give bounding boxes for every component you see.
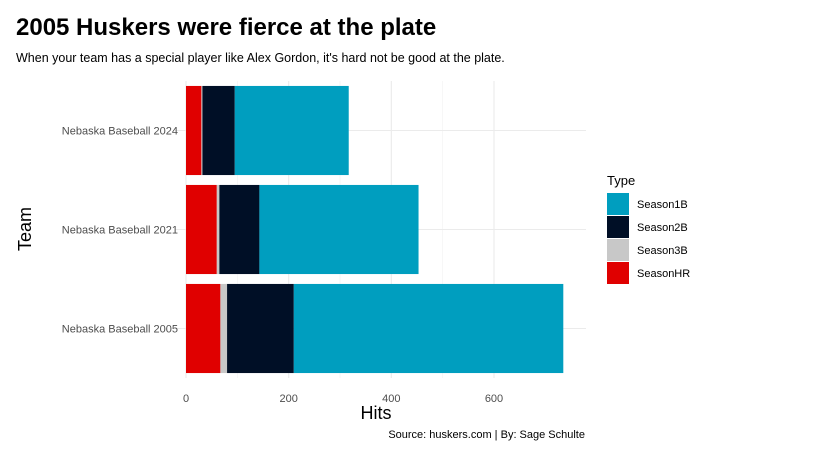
bar-season1b-nebaska-baseball-2021	[259, 184, 419, 275]
bar-season2b-nebaska-baseball-2024	[202, 85, 235, 176]
legend-label-seasonhr: SeasonHR	[637, 268, 690, 280]
bar-season3b-nebaska-baseball-2005	[220, 283, 228, 374]
y-tick-label: Nebaska Baseball 2005	[62, 324, 178, 336]
x-tick-label: 0	[183, 393, 189, 405]
y-axis-title: Team	[15, 207, 35, 251]
chart-title: 2005 Huskers were fierce at the plate	[16, 14, 437, 41]
bar-season2b-nebaska-baseball-2021	[219, 184, 260, 275]
bar-seasonhr-nebaska-baseball-2021	[186, 184, 217, 275]
bar-season1b-nebaska-baseball-2005	[293, 283, 564, 374]
bar-seasonhr-nebaska-baseball-2024	[186, 85, 202, 176]
legend-label-season2b: Season2B	[637, 222, 688, 234]
x-tick-label: 200	[279, 393, 297, 405]
legend-swatch-seasonhr	[607, 262, 629, 284]
legend-swatch-season3b	[607, 239, 629, 261]
x-tick-labels: 0 200 400 600	[183, 393, 503, 405]
bar-season3b-nebaska-baseball-2024	[201, 85, 203, 176]
chart-subtitle: When your team has a special player like…	[16, 51, 505, 65]
legend-label-season3b: Season3B	[637, 245, 688, 257]
y-tick-label: Nebaska Baseball 2024	[62, 126, 178, 138]
legend-label-season1b: Season1B	[637, 199, 688, 211]
bar-seasonhr-nebaska-baseball-2005	[186, 283, 221, 374]
bars	[186, 85, 564, 374]
legend-swatch-season1b	[607, 193, 629, 215]
x-axis-title: Hits	[361, 403, 392, 423]
bar-season1b-nebaska-baseball-2024	[234, 85, 349, 176]
legend-swatch-season2b	[607, 216, 629, 238]
bar-season2b-nebaska-baseball-2005	[227, 283, 294, 374]
bar-season3b-nebaska-baseball-2021	[216, 184, 220, 275]
legend: Type Season1B Season2B Season3B SeasonHR	[607, 173, 690, 284]
y-tick-label: Nebaska Baseball 2021	[62, 225, 178, 237]
x-tick-label: 600	[485, 393, 503, 405]
legend-title: Type	[607, 173, 635, 188]
chart-caption: Source: huskers.com | By: Sage Schulte	[388, 429, 585, 441]
x-tick-label: 400	[382, 393, 400, 405]
y-tick-labels: Nebaska Baseball 2005 Nebaska Baseball 20…	[62, 126, 178, 336]
